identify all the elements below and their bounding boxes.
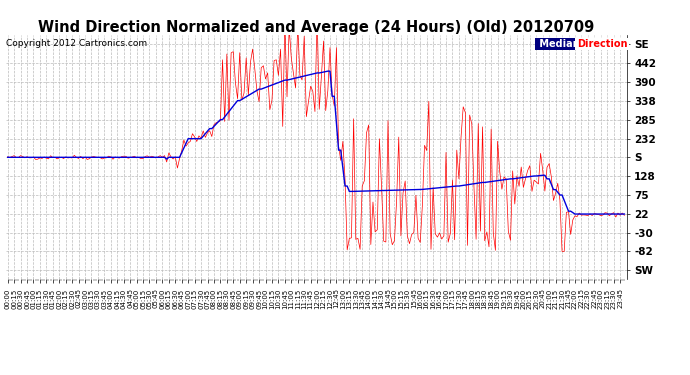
Text: Median: Median bbox=[537, 39, 584, 49]
Text: Direction: Direction bbox=[577, 39, 627, 49]
Text: Copyright 2012 Cartronics.com: Copyright 2012 Cartronics.com bbox=[6, 39, 147, 48]
Title: Wind Direction Normalized and Average (24 Hours) (Old) 20120709: Wind Direction Normalized and Average (2… bbox=[38, 20, 594, 35]
